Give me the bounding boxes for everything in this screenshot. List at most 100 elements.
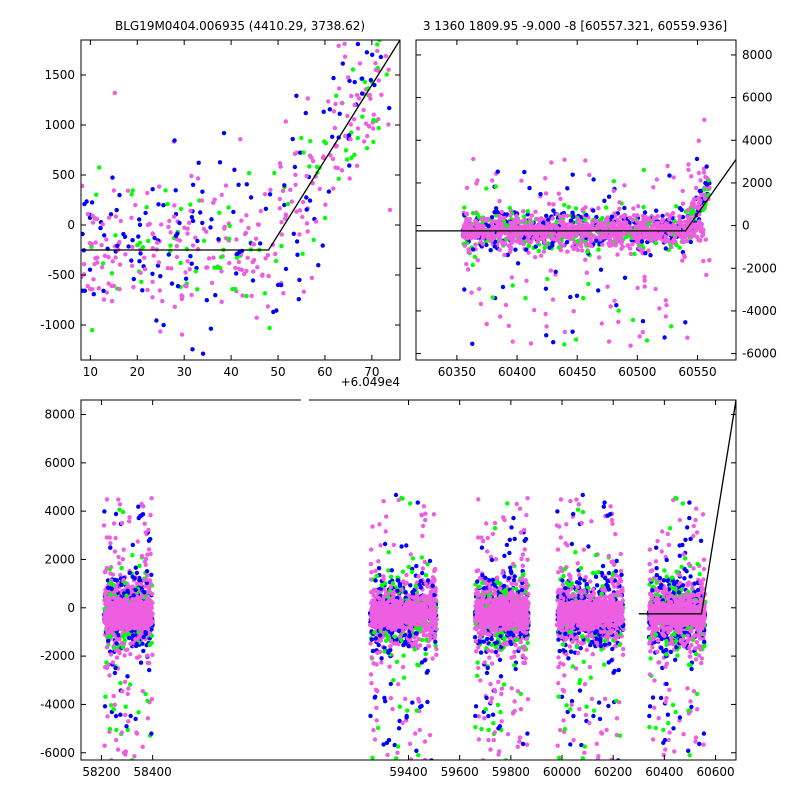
data-point: [413, 731, 418, 736]
data-point: [404, 786, 408, 790]
data-point: [375, 650, 380, 655]
data-point: [654, 208, 659, 213]
data-point: [669, 324, 674, 329]
data-points: [101, 492, 708, 790]
data-point: [105, 585, 111, 590]
data-point: [355, 41, 361, 47]
data-point: [244, 293, 249, 299]
data-point: [522, 169, 527, 175]
data-point: [681, 239, 687, 245]
data-point: [672, 218, 677, 224]
data-point: [612, 242, 617, 247]
data-point: [374, 662, 379, 667]
data-point: [145, 716, 151, 721]
data-point: [185, 231, 190, 236]
data-point: [599, 321, 604, 326]
data-point: [204, 298, 209, 303]
data-point: [528, 221, 534, 226]
data-point: [138, 595, 143, 601]
data-point: [282, 202, 287, 208]
data-point: [631, 206, 636, 211]
data-point: [137, 601, 142, 607]
data-point: [473, 219, 479, 224]
data-point: [146, 538, 152, 543]
data-point: [125, 597, 130, 602]
data-point: [376, 9, 380, 13]
data-point: [354, 92, 360, 98]
data-point: [550, 216, 555, 221]
data-point: [579, 244, 584, 249]
data-point: [187, 220, 192, 225]
data-point: [624, 234, 629, 240]
data-point: [657, 306, 662, 311]
data-point: [543, 231, 548, 236]
data-point: [114, 655, 120, 660]
data-point: [265, 304, 271, 309]
data-point: [667, 173, 672, 178]
data-point: [110, 616, 116, 621]
data-point: [85, 283, 90, 289]
data-point: [683, 320, 688, 325]
data-point: [401, 642, 406, 648]
data-point: [548, 268, 553, 273]
data-point: [222, 226, 227, 231]
data-point: [364, 50, 370, 55]
data-point: [174, 243, 179, 249]
data-point: [376, 642, 381, 648]
data-point: [119, 730, 125, 735]
data-point: [616, 221, 621, 226]
data-point: [694, 228, 699, 233]
data-point: [596, 247, 601, 252]
data-point: [493, 184, 499, 189]
data-point: [120, 557, 126, 562]
data-point: [381, 577, 386, 582]
data-point: [545, 276, 550, 282]
data-point: [112, 90, 118, 96]
data-point: [134, 641, 139, 647]
data-point: [693, 185, 699, 191]
data-point: [373, 568, 378, 574]
data-point: [323, 202, 328, 207]
data-point: [484, 242, 489, 248]
data-point: [115, 243, 120, 248]
data-point: [388, 638, 393, 643]
data-point: [89, 200, 95, 205]
data-point: [81, 231, 85, 237]
data-point: [267, 192, 273, 197]
data-point: [507, 226, 513, 231]
data-point: [379, 656, 384, 661]
data-point: [583, 232, 588, 237]
data-point: [397, 704, 402, 709]
data-point: [101, 523, 107, 528]
data-point: [375, 689, 380, 694]
data-point: [471, 156, 476, 162]
data-point: [114, 207, 119, 213]
data-point: [131, 593, 136, 598]
data-point: [596, 255, 602, 260]
data-point: [382, 645, 387, 650]
data-point: [497, 235, 502, 240]
data-point: [506, 231, 511, 236]
data-point: [570, 244, 575, 249]
data-point: [379, 583, 385, 588]
data-point: [416, 574, 421, 579]
data-point: [104, 497, 110, 502]
data-point: [508, 245, 514, 250]
data-point: [147, 667, 152, 673]
data-point: [280, 188, 286, 193]
data-point: [133, 202, 138, 208]
data-point: [336, 176, 341, 181]
data-point: [697, 188, 702, 194]
data-point: [425, 699, 430, 705]
data-point: [392, 742, 397, 748]
data-point: [106, 638, 111, 643]
model-line: [81, 40, 400, 251]
data-point: [199, 198, 205, 203]
data-point: [258, 208, 263, 214]
data-point: [415, 500, 420, 505]
data-point: [499, 209, 505, 215]
data-point: [87, 267, 93, 272]
data-point: [386, 67, 391, 72]
data-point: [473, 242, 478, 247]
data-point: [263, 206, 269, 211]
